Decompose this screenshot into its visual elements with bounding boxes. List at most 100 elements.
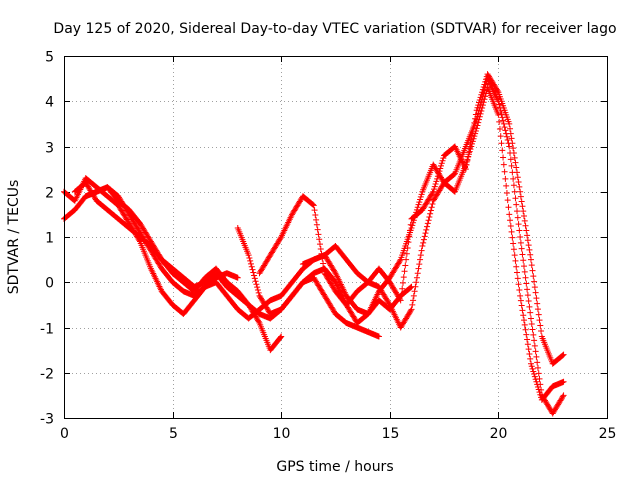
data-point [473,107,480,114]
data-point-interp [504,137,511,144]
data-point-interp [421,233,428,240]
data-point-interp [409,301,416,308]
data-point-interp [534,306,541,313]
data-point-interp [527,251,534,258]
data-point-interp [523,280,530,287]
data-point-interp [410,292,417,299]
data-point-interp [498,111,505,118]
data-point-interp [317,245,324,252]
data-point [517,234,524,240]
y-tick-label: 4 [45,95,54,111]
data-point-interp [513,164,520,171]
data-point-interp [527,355,534,362]
data-point-interp [432,180,439,187]
x-tick-label: 15 [382,426,400,442]
data-point-interp [517,297,524,304]
data-point-interp [528,363,535,370]
data-point-interp [501,124,508,131]
data-point-interp [425,217,432,224]
data-point-interp [496,118,503,125]
data-point-interp [508,162,515,169]
data-point-interp [520,212,527,219]
data-point-interp [438,160,445,167]
data-point-interp [538,386,545,393]
data-point-interp [522,326,529,333]
data-point-interp [415,201,422,208]
data-point-interp [468,136,475,143]
data-point-interp [530,273,537,280]
data-point-interp [401,268,408,275]
data-point-interp [255,289,262,296]
data-point-interp [524,232,531,239]
data-point-interp [466,145,473,152]
data-point-interp [494,87,501,94]
chart-title: Day 125 of 2020, Sidereal Day-to-day VTE… [53,21,616,37]
data-point-interp [320,265,327,272]
data-point-interp [428,204,435,211]
data-point-interp [413,274,420,281]
data-point-interp [518,245,525,252]
data-point-interp [405,239,412,246]
data-point-interp [537,381,544,388]
data-point-interp [536,317,543,324]
data-point-interp [398,291,405,298]
data-point-interp [437,165,444,172]
data-point [278,333,285,340]
data-point-interp [482,78,489,85]
data-point-interp [252,278,259,285]
data-point-interp [417,196,424,203]
data-point-interp [399,279,406,286]
data-point-interp [434,175,441,182]
data-point-interp [508,228,515,235]
data-point-interp [529,267,536,274]
data-point-interp [414,204,421,211]
data-point-interp [528,262,535,269]
data-point-interp [415,265,422,272]
data-point-interp [407,221,414,228]
data-point-interp [465,149,472,156]
data-point-interp [505,204,512,211]
data-point-interp [474,104,481,111]
data-point-interp [420,236,427,243]
data-point-interp [524,286,531,293]
data-point-interp [511,188,518,195]
data-point-interp [510,182,517,189]
data-point-interp [429,201,436,208]
data-point-interp [418,191,425,198]
data-point-interp [534,300,541,307]
data-point-interp [251,275,258,282]
data-point-interp [423,226,430,233]
data-point-interp [472,115,479,122]
data-point-interp [433,178,440,185]
data-point-interp [525,242,532,249]
data-point-interp [516,227,523,234]
data-point-interp [520,257,527,264]
data-point-interp [521,217,528,224]
data-point-interp [520,263,527,270]
data-point-interp [411,288,418,295]
data-point-interp [503,190,510,197]
data-point-interp [410,297,417,304]
data-point-interp [522,274,529,281]
data-point-interp [515,281,522,288]
data-point-interp [247,257,254,264]
data-point [419,243,426,250]
data-point-interp [314,226,321,233]
data-point [310,202,317,209]
data-point [462,166,469,173]
data-point-interp [514,269,521,276]
data-point-interp [522,222,529,229]
data-point-interp [472,111,479,118]
data-point-interp [469,132,476,139]
data-point-interp [524,336,531,343]
data-point [408,306,415,313]
data-point-interp [521,268,528,275]
data-point-interp [519,307,526,314]
data-point-interp [247,260,254,267]
data-point-interp [406,233,413,240]
y-tick-label: -1 [40,322,54,338]
data-point-interp [529,365,536,372]
data-point [560,351,567,358]
data-point-interp [529,326,536,333]
data-point-interp [440,155,447,162]
